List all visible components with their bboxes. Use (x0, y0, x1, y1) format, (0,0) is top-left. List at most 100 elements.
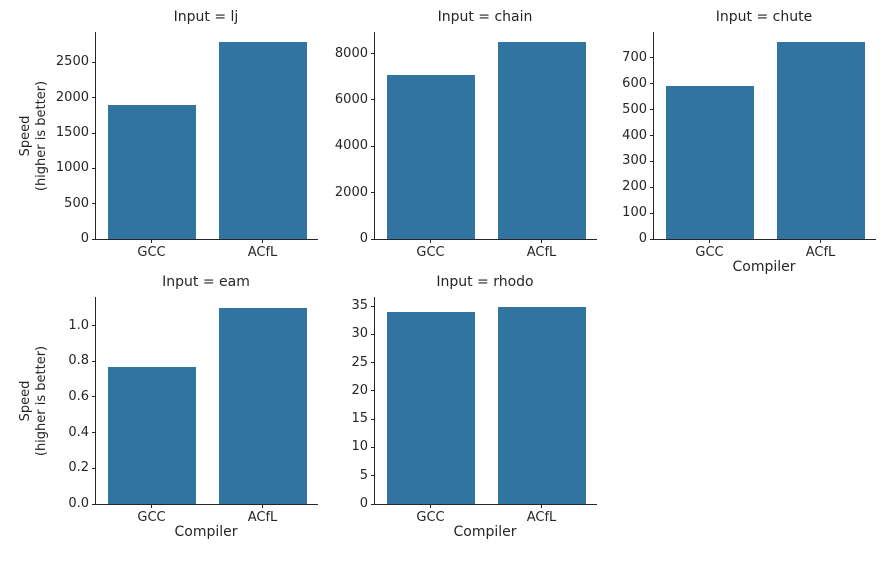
bar-acfl (218, 41, 307, 239)
x-tick-label-acfl: ACfL (247, 510, 278, 525)
bar-gcc (386, 75, 475, 239)
y-tick-label: 8000 (334, 45, 368, 61)
y-tick-mark (92, 203, 96, 205)
y-tick-mark (371, 238, 375, 240)
y-tick-mark (371, 53, 375, 55)
y-tick-label: 35 (351, 298, 368, 314)
axes-chain: 0 2000 4000 6000 8000 GCC ACfL (335, 32, 597, 260)
x-tick-mark (430, 239, 431, 243)
y-tick-label: 0 (638, 231, 647, 246)
bar-gcc (386, 312, 475, 504)
y-tick-label: 6000 (334, 91, 368, 107)
subplot-chute: Input = chute 0 100 200 300 400 500 600 700 GCC A… (622, 9, 876, 275)
x-tick-label-gcc: GCC (137, 510, 166, 525)
y-tick-mark (650, 186, 654, 188)
y-tick-label: 10 (351, 439, 368, 455)
y-tick-label: 100 (622, 205, 647, 221)
y-tick-mark (650, 238, 654, 240)
y-tick-mark (650, 160, 654, 162)
x-tick-mark (541, 504, 542, 508)
y-tick-label: 0.4 (68, 424, 89, 440)
bar-gcc (107, 366, 196, 504)
y-tick-label: 0 (359, 231, 368, 246)
subplot-rhodo: Input = rhodo 0 5 10 15 20 25 30 35 GCC ACfL Comp… (351, 274, 597, 540)
y-tick-mark (92, 238, 96, 240)
subplot-title-eam: Input = eam (162, 274, 250, 290)
axes-lj: 0 500 1000 1500 2000 2500 GCC ACfL (56, 32, 318, 260)
y-tick-label: 600 (622, 75, 647, 91)
y-tick-mark (92, 325, 96, 327)
y-tick-label: 500 (622, 101, 647, 117)
axes-rhodo: 0 5 10 15 20 25 30 35 GCC ACfL (351, 297, 597, 525)
y-tick-label: 15 (351, 411, 368, 427)
y-axis-label: Speed (higher is better) (18, 80, 50, 190)
y-tick-label: 20 (351, 382, 368, 398)
y-tick-mark (371, 503, 375, 505)
y-tick-mark (371, 418, 375, 420)
y-tick-label: 0.6 (68, 388, 89, 404)
axes-eam: 0.0 0.2 0.4 0.6 0.8 1.0 GCC ACfL (68, 297, 318, 525)
x-tick-mark (541, 239, 542, 243)
y-tick-label: 2000 (334, 184, 368, 200)
x-tick-label-gcc: GCC (416, 510, 445, 525)
x-tick-mark (151, 239, 152, 243)
y-tick-label: 1.0 (68, 317, 89, 333)
x-tick-mark (262, 239, 263, 243)
y-tick-mark (371, 99, 375, 101)
x-tick-label-gcc: GCC (416, 245, 445, 260)
y-tick-mark (650, 57, 654, 59)
y-tick-mark (92, 167, 96, 169)
y-tick-label: 2000 (55, 89, 89, 105)
x-axis-label: Compiler (174, 524, 238, 540)
y-tick-label: 1500 (55, 125, 89, 141)
x-tick-mark (262, 504, 263, 508)
x-axis-label: Compiler (732, 259, 796, 275)
y-tick-mark (650, 212, 654, 214)
y-tick-label: 0 (80, 231, 89, 246)
x-tick-mark (820, 239, 821, 243)
y-tick-mark (92, 61, 96, 63)
y-tick-mark (92, 396, 96, 398)
bar-gcc (107, 104, 196, 239)
y-tick-mark (650, 135, 654, 136)
y-tick-mark (650, 83, 654, 85)
y-tick-label: 0.8 (68, 353, 89, 369)
y-tick-mark (371, 333, 375, 335)
y-tick-label: 300 (622, 153, 647, 169)
subplot-eam: Input = eam Speed (higher is better) 0.0… (18, 274, 318, 540)
y-tick-label: 25 (351, 354, 368, 370)
x-tick-label-acfl: ACfL (526, 510, 557, 525)
y-tick-mark (92, 132, 96, 134)
y-tick-mark (371, 390, 375, 392)
bar-acfl (218, 307, 307, 504)
y-tick-label: 5 (359, 467, 368, 483)
y-tick-label: 700 (622, 49, 647, 65)
y-tick-mark (371, 362, 375, 364)
y-tick-label: 2500 (55, 54, 89, 70)
y-tick-label: 0 (359, 496, 368, 511)
bar-gcc (665, 85, 754, 239)
y-tick-mark (371, 145, 375, 147)
y-axis-label-line1: Speed (18, 380, 33, 421)
y-tick-mark (92, 503, 96, 505)
subplot-chain: Input = chain 0 2000 4000 6000 8000 GCC ACfL (335, 9, 597, 260)
y-tick-label: 500 (64, 195, 89, 211)
x-tick-label-gcc: GCC (695, 245, 724, 260)
x-tick-mark (430, 504, 431, 508)
subplot-title-rhodo: Input = rhodo (436, 274, 534, 290)
y-axis-label-line2: (higher is better) (34, 345, 49, 456)
y-tick-mark (371, 446, 375, 448)
x-tick-mark (151, 504, 152, 508)
subplot-title-chain: Input = chain (437, 9, 533, 25)
y-axis-label-line1: Speed (18, 115, 33, 156)
y-axis-label-line2: (higher is better) (34, 80, 49, 191)
y-tick-label: 4000 (334, 138, 368, 154)
y-tick-mark (92, 467, 96, 469)
y-tick-label: 30 (351, 326, 368, 342)
y-axis-label: Speed (higher is better) (18, 345, 50, 455)
y-tick-label: 1000 (55, 160, 89, 176)
bar-acfl (776, 42, 865, 239)
y-tick-label: 0.0 (68, 496, 89, 511)
y-tick-mark (92, 360, 96, 362)
